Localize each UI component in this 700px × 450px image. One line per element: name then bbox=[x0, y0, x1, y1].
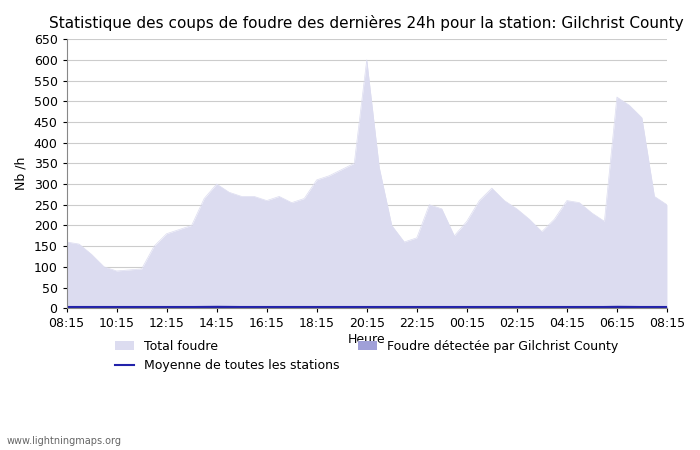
Y-axis label: Nb /h: Nb /h bbox=[15, 157, 28, 190]
Text: www.lightningmaps.org: www.lightningmaps.org bbox=[7, 436, 122, 446]
Legend: Total foudre, Moyenne de toutes les stations, Foudre détectée par Gilchrist Coun: Total foudre, Moyenne de toutes les stat… bbox=[111, 335, 623, 378]
Title: Statistique des coups de foudre des dernières 24h pour la station: Gilchrist Cou: Statistique des coups de foudre des dern… bbox=[50, 15, 684, 31]
X-axis label: Heure: Heure bbox=[348, 333, 386, 346]
